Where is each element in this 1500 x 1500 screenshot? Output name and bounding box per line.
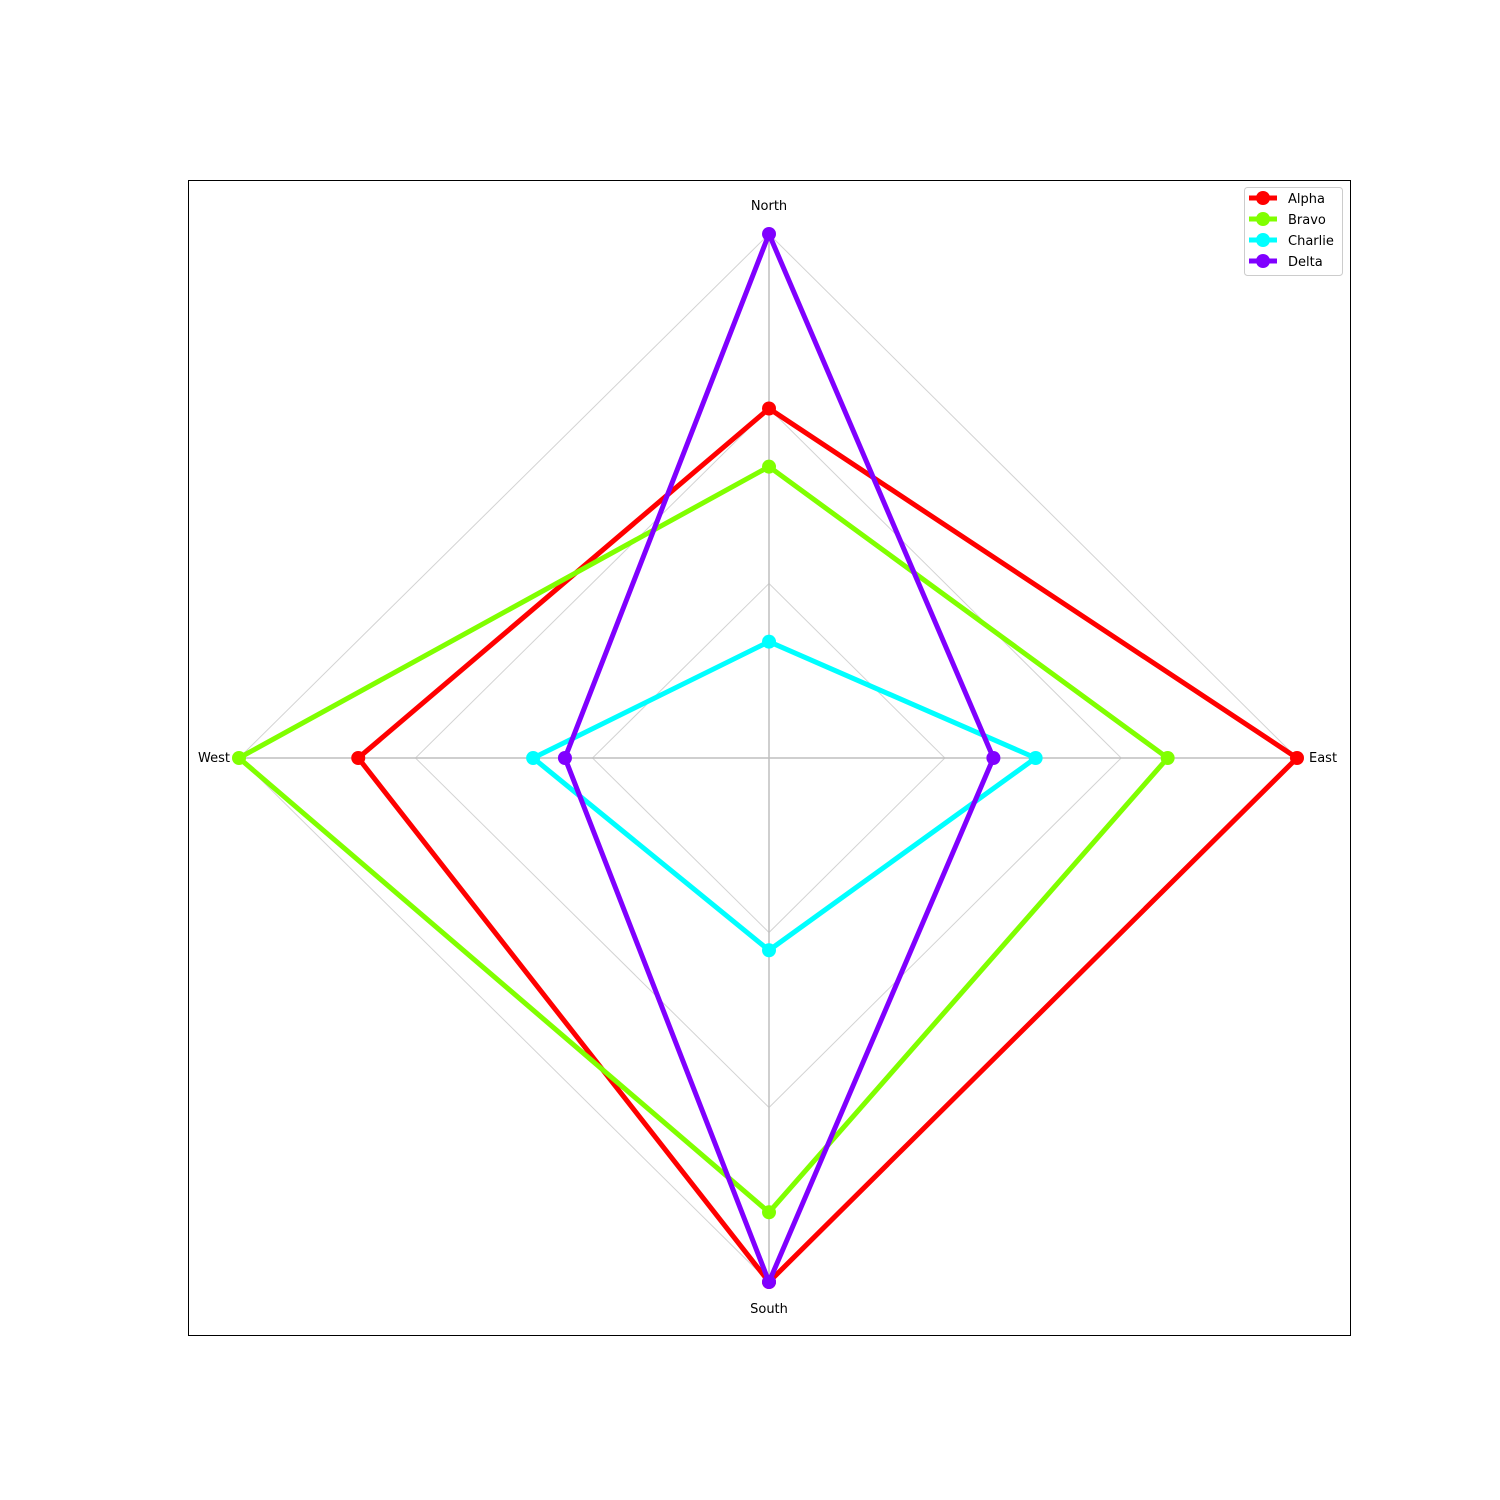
point-delta-south: [762, 1275, 776, 1289]
legend-item-charlie: Charlie: [1249, 233, 1334, 249]
point-alpha-north: [762, 401, 776, 416]
point-charlie-east: [1028, 751, 1043, 765]
legend-box: [1244, 187, 1343, 276]
legend-label-delta: Delta: [1288, 255, 1323, 270]
point-alpha-west: [351, 751, 366, 765]
legend-item-alpha: Alpha: [1249, 191, 1325, 207]
point-delta-west: [557, 751, 572, 765]
legend-label-bravo: Bravo: [1288, 213, 1326, 228]
point-charlie-north: [762, 634, 776, 649]
legend-swatch-marker: [1256, 254, 1270, 268]
point-bravo-west: [232, 751, 246, 765]
point-charlie-west: [526, 751, 541, 765]
point-bravo-south: [762, 1205, 776, 1220]
point-charlie-south: [762, 943, 776, 958]
axis-label-east: East: [1309, 751, 1337, 766]
point-delta-east: [986, 751, 1001, 765]
legend-item-bravo: Bravo: [1249, 212, 1326, 228]
point-delta-north: [762, 227, 776, 241]
legend: Alpha Bravo Charlie Delta: [1244, 187, 1343, 276]
legend-label-alpha: Alpha: [1288, 192, 1325, 207]
legend-swatch-marker: [1256, 212, 1270, 226]
series-delta: [557, 227, 1001, 1289]
point-bravo-east: [1160, 751, 1175, 765]
legend-item-delta: Delta: [1249, 254, 1323, 270]
legend-swatch-marker: [1256, 233, 1270, 247]
series-charlie: [526, 634, 1043, 958]
point-bravo-north: [762, 459, 776, 474]
axis-label-south: South: [750, 1302, 788, 1317]
axis-label-west: West: [198, 751, 230, 766]
series-bravo: [232, 459, 1175, 1220]
axis-label-north: North: [751, 199, 787, 214]
point-alpha-east: [1290, 751, 1304, 765]
axis-labels: North East South West: [198, 199, 1337, 1317]
legend-label-charlie: Charlie: [1288, 234, 1334, 249]
legend-swatch-marker: [1256, 191, 1270, 205]
radar-series: [232, 227, 1304, 1289]
